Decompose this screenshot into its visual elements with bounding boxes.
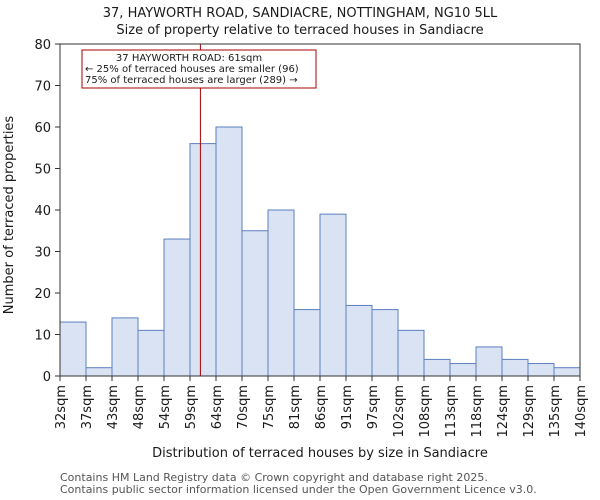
x-tick-label: 108sqm <box>418 385 433 438</box>
y-axis-label: Number of terraced properties <box>2 116 17 315</box>
x-tick-label: 102sqm <box>392 385 407 438</box>
bar-97sqm <box>371 309 399 377</box>
footer-line-1: Contains HM Land Registry data © Crown c… <box>60 471 488 484</box>
bars <box>59 126 581 377</box>
bar-81sqm <box>293 309 321 377</box>
x-tick-label: 140sqm <box>574 385 589 438</box>
bar-59sqm <box>189 143 217 377</box>
x-tick-label: 64sqm <box>210 385 225 429</box>
x-tick-label: 70sqm <box>236 385 251 429</box>
x-tick-label: 37sqm <box>80 385 95 429</box>
bar-124sqm <box>501 358 529 377</box>
bar-118sqm <box>475 346 503 377</box>
bar-113sqm <box>449 363 477 377</box>
x-tick-label: 129sqm <box>522 385 537 438</box>
x-tick-label: 118sqm <box>470 385 485 438</box>
bar-75sqm <box>267 209 295 377</box>
x-axis-label: Distribution of terraced houses by size … <box>152 446 488 461</box>
x-tick-label: 86sqm <box>314 385 329 429</box>
annotation-line-3: 75% of terraced houses are larger (289) … <box>85 75 298 86</box>
x-tick-label: 81sqm <box>288 385 303 429</box>
y-tick-label: 70 <box>34 80 51 95</box>
bar-32sqm <box>59 321 87 377</box>
y-tick-label: 40 <box>34 204 51 219</box>
chart-title-line-1: 37, HAYWORTH ROAD, SANDIACRE, NOTTINGHAM… <box>103 6 498 21</box>
x-tick-label: 124sqm <box>496 385 511 438</box>
y-tick-label: 20 <box>34 287 51 302</box>
y-tick-label: 50 <box>34 163 51 178</box>
chart-title-line-2: Size of property relative to terraced ho… <box>116 23 483 38</box>
x-tick-label: 75sqm <box>262 385 277 429</box>
bar-54sqm <box>163 238 191 377</box>
bar-129sqm <box>527 363 555 377</box>
x-tick-label: 91sqm <box>340 385 355 429</box>
x-tick-label: 43sqm <box>106 385 121 429</box>
bar-135sqm <box>553 367 581 377</box>
y-tick-label: 60 <box>34 121 51 136</box>
bar-64sqm <box>215 126 243 377</box>
bar-102sqm <box>397 329 425 377</box>
x-tick-label: 59sqm <box>184 385 199 429</box>
y-tick-label: 30 <box>34 246 51 261</box>
x-axis-ticks: 32sqm 37sqm 43sqm 48sqm 54sqm 59sqm 64sqm 70sqm… <box>54 376 589 438</box>
x-tick-label: 97sqm <box>366 385 381 429</box>
annotation-line-1: 37 HAYWORTH ROAD: 61sqm <box>116 53 262 64</box>
x-tick-label: 135sqm <box>548 385 563 438</box>
bar-48sqm <box>137 329 165 377</box>
bar-37sqm <box>85 367 113 377</box>
bar-86sqm <box>319 213 347 377</box>
x-tick-label: 113sqm <box>444 385 459 438</box>
plot-frame <box>59 43 581 377</box>
bar-43sqm <box>111 317 139 377</box>
y-tick-label: 80 <box>34 38 51 53</box>
bar-108sqm <box>423 358 451 377</box>
y-tick-label: 10 <box>34 329 51 344</box>
bar-70sqm <box>241 230 269 377</box>
y-axis-ticks: 0 10 20 30 40 50 60 70 80 <box>34 38 60 385</box>
footer-line-2: Contains public sector information licen… <box>60 483 537 496</box>
bar-91sqm <box>345 304 373 377</box>
annotation-box <box>81 49 317 89</box>
x-tick-label: 48sqm <box>132 385 147 429</box>
x-tick-label: 32sqm <box>54 385 69 429</box>
y-tick-label: 0 <box>43 370 51 385</box>
annotation-line-2: ← 25% of terraced houses are smaller (96… <box>85 64 299 75</box>
x-tick-label: 54sqm <box>158 385 173 429</box>
